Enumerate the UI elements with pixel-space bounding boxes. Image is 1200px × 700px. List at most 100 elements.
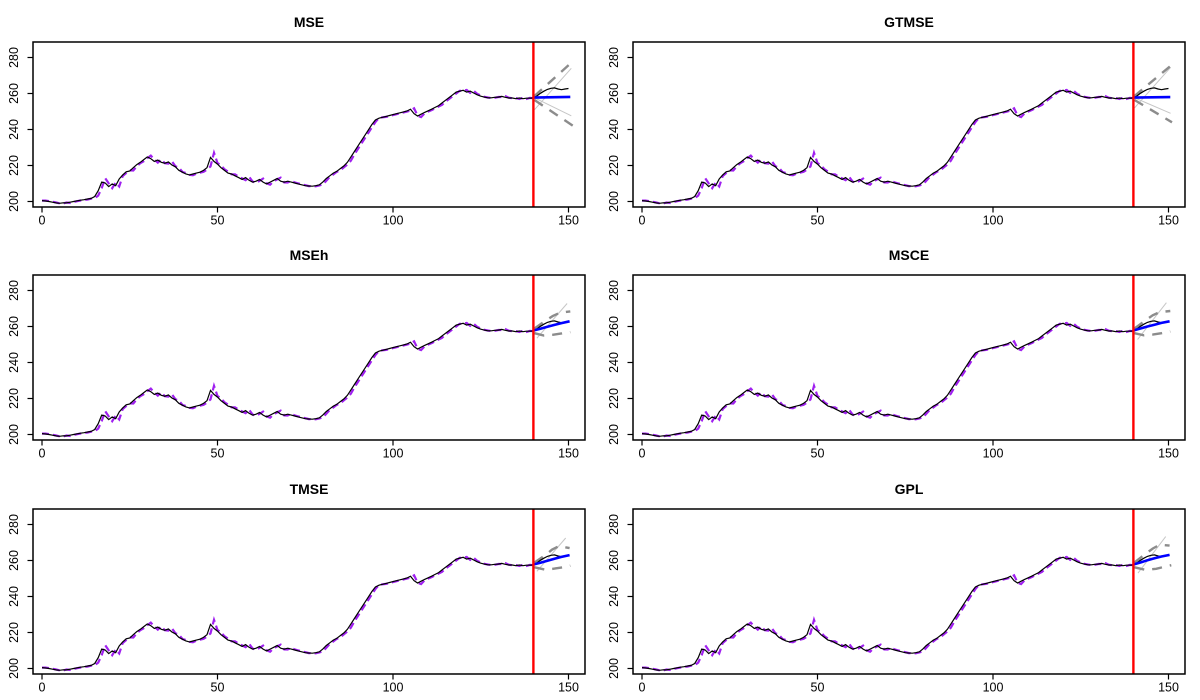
y-tick-label: 260: [7, 83, 21, 104]
actual-line: [641, 89, 1134, 204]
x-tick-label: 150: [558, 680, 579, 694]
y-tick-label: 240: [607, 119, 621, 140]
forecast-line: [1133, 553, 1170, 566]
y-tick-label: 220: [607, 155, 621, 176]
y-tick-label: 240: [7, 119, 21, 140]
y-tick-label: 220: [7, 155, 21, 176]
thin-interval-line: [534, 97, 572, 117]
y-tick-label: 280: [607, 280, 621, 301]
x-tick-label: 100: [383, 680, 404, 694]
x-tick-label: 50: [211, 213, 225, 227]
upper-interval-line: [533, 60, 574, 97]
y-tick-label: 200: [7, 191, 21, 212]
lower-interval-line: [534, 331, 571, 338]
thin-interval-line: [536, 537, 567, 572]
y-tick-label: 200: [7, 424, 21, 445]
y-tick-label: 220: [607, 622, 621, 643]
actual-line: [641, 322, 1134, 438]
x-tick-label: 150: [558, 213, 579, 227]
fitted-line: [42, 88, 534, 205]
x-tick-label: 50: [211, 447, 225, 461]
x-tick-label: 50: [811, 680, 825, 694]
panel-title: TMSE: [290, 481, 329, 497]
y-tick-label: 220: [607, 388, 621, 409]
y-tick-label: 200: [607, 658, 621, 679]
panel-mse: 0 50 100 150 200 220 240 260 280 MSE: [7, 14, 586, 227]
x-tick-label: 100: [983, 680, 1004, 694]
y-tick-label: 240: [607, 352, 621, 373]
y-tick-label: 220: [7, 388, 21, 409]
lower-interval-line: [1133, 98, 1173, 124]
panel-gtmse: 0 50 100 150 200 220 240 260 280 GTMSE: [607, 14, 1186, 227]
plot-box: [32, 41, 586, 208]
holdout-line: [533, 87, 569, 99]
x-tick-label: 0: [639, 680, 646, 694]
panel-title: GPL: [895, 481, 924, 497]
lower-interval-line: [1134, 563, 1172, 571]
x-tick-label: 0: [639, 213, 646, 227]
actual-line: [41, 89, 534, 204]
x-tick-label: 150: [558, 447, 579, 461]
x-tick-label: 150: [1158, 680, 1179, 694]
lower-interval-line: [534, 564, 571, 571]
x-tick-label: 50: [211, 680, 225, 694]
upper-interval-line: [1133, 310, 1171, 330]
y-tick-label: 260: [7, 550, 21, 571]
holdout-line: [1133, 87, 1169, 99]
plot-box: [32, 274, 586, 442]
plot-area: [641, 63, 1173, 205]
plot-box: [632, 507, 1186, 675]
panel-msce: 0 50 100 150 200 220 240 260 280 MSCE: [607, 247, 1186, 461]
plot-box: [632, 41, 1186, 208]
plot-area: [41, 537, 571, 672]
forecast-line: [533, 95, 571, 99]
x-tick-label: 150: [1158, 447, 1179, 461]
upper-interval-line: [533, 544, 570, 564]
x-tick-label: 150: [1158, 213, 1179, 227]
plot-area: [641, 535, 1172, 672]
upper-interval-line: [1133, 63, 1173, 97]
panel-mseh: 0 50 100 150 200 220 240 260 280 MSEh: [7, 247, 586, 461]
y-tick-label: 280: [607, 514, 621, 535]
forecast-line: [533, 320, 570, 333]
plot-area: [41, 60, 574, 205]
y-tick-label: 260: [607, 83, 621, 104]
plot-area: [641, 302, 1171, 438]
x-tick-label: 50: [811, 447, 825, 461]
panel-tmse: 0 50 100 150 200 220 240 260 280 TMSE: [7, 481, 586, 694]
panel-gpl: 0 50 100 150 200 220 240 260 280 GPL: [607, 481, 1186, 694]
x-tick-label: 100: [983, 447, 1004, 461]
upper-interval-line: [533, 310, 571, 330]
upper-interval-line: [1133, 543, 1170, 564]
x-tick-label: 100: [383, 447, 404, 461]
x-tick-label: 0: [39, 447, 46, 461]
y-tick-label: 260: [7, 316, 21, 337]
forecast-line: [533, 553, 570, 566]
lower-interval-line: [533, 99, 574, 127]
x-tick-label: 0: [39, 213, 46, 227]
fitted-line: [42, 322, 534, 438]
panel-title: MSE: [294, 14, 324, 30]
y-tick-label: 280: [7, 47, 21, 68]
fitted-line: [42, 555, 534, 672]
y-tick-label: 200: [7, 658, 21, 679]
y-tick-label: 240: [607, 586, 621, 607]
y-tick-label: 200: [607, 191, 621, 212]
panel-title: MSEh: [290, 247, 329, 263]
thin-interval-line: [1134, 97, 1171, 114]
y-tick-label: 280: [7, 514, 21, 535]
y-tick-label: 240: [7, 352, 21, 373]
y-tick-label: 220: [7, 622, 21, 643]
fitted-line: [642, 88, 1134, 205]
y-tick-label: 280: [607, 47, 621, 68]
panel-title: MSCE: [889, 247, 929, 263]
plot-box: [632, 274, 1186, 442]
fitted-line: [642, 322, 1134, 438]
y-tick-label: 240: [7, 586, 21, 607]
plot-area: [41, 303, 571, 438]
x-tick-label: 50: [811, 213, 825, 227]
actual-line: [41, 556, 534, 671]
x-tick-label: 100: [383, 213, 404, 227]
y-tick-label: 260: [607, 550, 621, 571]
